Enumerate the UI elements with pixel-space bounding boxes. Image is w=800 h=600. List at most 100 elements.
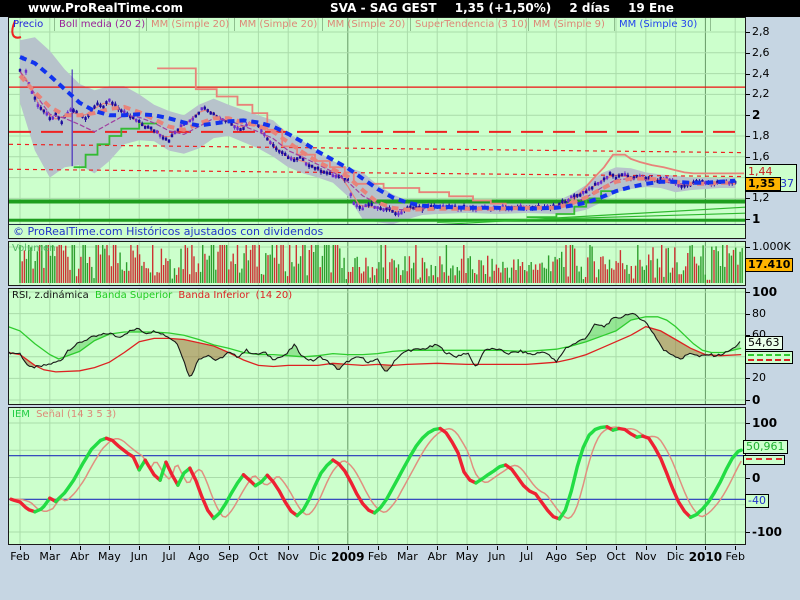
y-tick [746, 477, 750, 479]
x-tick [616, 546, 617, 550]
y-tick [746, 335, 750, 337]
x-tick [556, 546, 558, 550]
site-url: www.ProRealTime.com [28, 1, 183, 15]
rsi-last-value-badge: 54,63 [745, 336, 783, 350]
x-month-label: Jul [162, 550, 176, 563]
bollinger-band-fill [20, 37, 736, 225]
boll-media-line [19, 71, 736, 211]
x-month-label: Abr [70, 550, 90, 563]
iem-chart-canvas[interactable] [9, 408, 745, 544]
x-month-label: Ago [545, 550, 568, 563]
y-tick-label: 20 [752, 371, 766, 385]
supertrend-line [564, 153, 745, 208]
y-tick [746, 198, 750, 200]
indicator-legend: Precio Boll media (20 2) MM (Simple 20) MM … [9, 18, 711, 31]
legend-item-0[interactable]: Precio [9, 18, 55, 31]
price-and-change: 1,35 (+1,50%) [454, 1, 552, 15]
x-tick [288, 546, 290, 550]
x-month-label: May [98, 550, 121, 563]
y-tick [746, 247, 750, 248]
y-tick [746, 94, 750, 96]
x-month-label: Sep [575, 550, 597, 563]
y-tick [746, 136, 750, 137]
y-tick-label: 0 [752, 470, 761, 485]
iem-line [641, 434, 693, 519]
supertrend-line [157, 67, 524, 208]
x-tick [377, 546, 379, 550]
iem-line [372, 426, 442, 515]
x-tick [645, 546, 647, 550]
x-tick [169, 546, 170, 550]
legend-item-7[interactable]: MM (Simple 30) [615, 18, 711, 31]
volume-panel: Volumen [8, 241, 746, 286]
iem-signal-dash [746, 458, 782, 460]
legend-item-2[interactable]: MM (Simple 20) [147, 18, 235, 31]
volume-label[interactable]: Volumen [12, 243, 56, 254]
iem-line [188, 466, 216, 521]
x-month-label: Oct [606, 550, 626, 563]
x-tick [318, 546, 319, 550]
x-tick [258, 546, 260, 550]
iem-last-value-badge: 50,961 [743, 440, 788, 454]
iem-line [241, 473, 258, 488]
legend-item-1[interactable]: Boll media (20 2) [55, 18, 147, 31]
y-tick-label: 80 [752, 306, 766, 320]
x-month-label: Nov [277, 550, 299, 563]
y-tick-label: 1,8 [752, 129, 770, 142]
supertrend-line [73, 122, 158, 169]
y-tick [746, 156, 750, 158]
y-tick [746, 378, 750, 380]
x-tick [675, 546, 677, 550]
mm30-line [19, 55, 736, 211]
y-tick [746, 423, 750, 424]
rsi-chart-canvas[interactable] [9, 289, 745, 404]
rsi-label[interactable]: RSI, z.dinámica Banda Superior Banda Inf… [12, 290, 295, 301]
last-price-badge: 1,35 [745, 177, 781, 191]
timeframe: 2 días [569, 1, 610, 15]
iem-signal-last-marker [743, 455, 785, 465]
x-month-label: Jul [519, 550, 534, 563]
y-tick-label: 0 [752, 393, 761, 407]
label-part: (14 20) [255, 290, 293, 301]
x-month-label: Mar [39, 550, 61, 563]
supertrend-line [526, 190, 613, 218]
x-tick [347, 546, 349, 550]
y-tick-label: -100 [752, 525, 783, 539]
rsi-bands-last-marker [745, 351, 793, 364]
y-tick-label: 2,4 [752, 66, 770, 80]
iem-line [331, 458, 377, 515]
iem-line [617, 426, 639, 439]
legend-item-5[interactable]: SuperTendencia (3 10) [411, 18, 529, 31]
x-month-label: Feb [367, 550, 388, 563]
x-month-label: Nov [635, 550, 657, 563]
x-month-label: 2010 [688, 550, 723, 564]
banda-inferior-dash [748, 359, 790, 361]
y-tick [746, 32, 750, 33]
x-tick [79, 546, 81, 550]
y-tick [746, 400, 750, 401]
volume-chart-canvas[interactable] [9, 242, 745, 285]
x-tick [49, 546, 51, 550]
iem-line [143, 458, 162, 482]
x-tick [496, 546, 498, 550]
y-tick-label: 2,8 [752, 25, 770, 38]
x-month-label: Feb [725, 550, 745, 563]
x-tick [407, 546, 409, 550]
legend-item-4[interactable]: MM (Simple 20) [323, 18, 411, 31]
time-axis: Feb Mar Abr May Jun Jul Ago Sep Oct Nov Dic 2009 Feb… [0, 546, 800, 600]
x-tick [198, 546, 200, 550]
y-tick-label: 2,6 [752, 45, 770, 59]
iem-panel: IEM Señal (14 3 5 3) [8, 407, 746, 545]
iem-label[interactable]: IEM Señal (14 3 5 3) [12, 409, 119, 420]
x-tick [20, 546, 21, 550]
y-tick-label: 1,6 [752, 149, 770, 163]
x-month-label: Abr [427, 550, 447, 563]
iem-line [212, 473, 246, 521]
legend-item-6[interactable]: MM (Simple 9) [529, 18, 615, 31]
price-panel: Precio Boll media (20 2) MM (Simple 20) MM … [8, 17, 746, 239]
legend-item-3[interactable]: MM (Simple 20) [235, 18, 323, 31]
title-bar: www.ProRealTime.com SVA - SAG GEST 1,35 … [0, 0, 800, 17]
label-part: IEM [12, 409, 34, 420]
price-chart-canvas[interactable] [9, 18, 745, 238]
x-tick [735, 546, 737, 550]
